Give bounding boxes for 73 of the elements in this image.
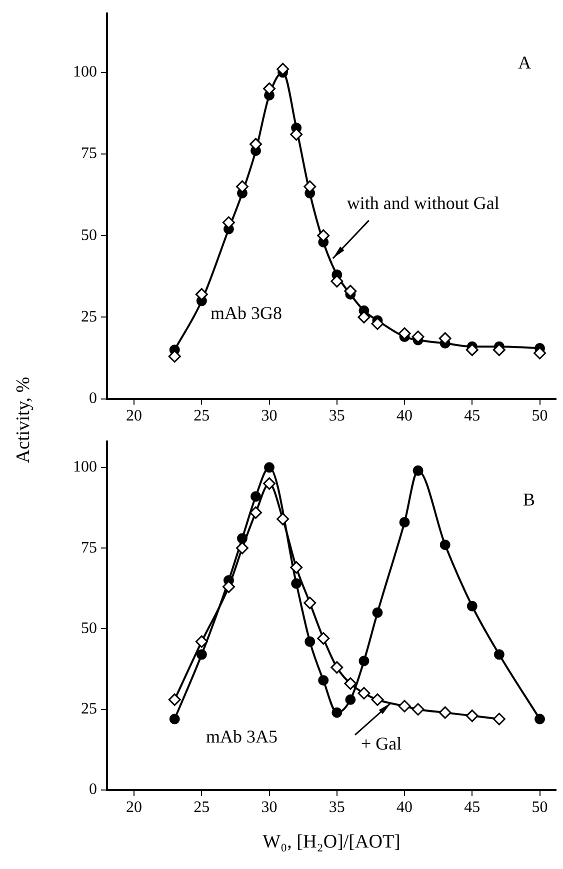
annotation: mAb 3G8 xyxy=(210,302,282,323)
x-tick-label: 25 xyxy=(194,798,210,816)
y-tick-label: 50 xyxy=(81,620,97,637)
point xyxy=(412,703,424,716)
x-tick-label: 45 xyxy=(464,408,480,425)
x-tick-label: 20 xyxy=(126,798,142,816)
y-tick-label: 25 xyxy=(81,700,97,718)
x-tick-label: 35 xyxy=(328,408,345,425)
point xyxy=(168,693,181,706)
x-tick-label: 25 xyxy=(194,408,210,425)
point xyxy=(330,661,344,674)
point xyxy=(236,180,248,193)
point xyxy=(276,62,290,76)
y-axis-title: Activity, % xyxy=(13,376,35,464)
x-tick-label: 30 xyxy=(261,408,278,425)
annotation: A xyxy=(518,52,532,72)
x-tick-label: 50 xyxy=(532,408,548,425)
annotation: mAb 3A5 xyxy=(206,726,278,746)
x-tick-label: 50 xyxy=(532,798,548,816)
point xyxy=(276,512,290,526)
y-tick-label: 75 xyxy=(81,145,97,162)
x-tick-label: 45 xyxy=(464,798,480,816)
point xyxy=(494,649,504,660)
point xyxy=(290,561,303,574)
point xyxy=(304,180,316,193)
annotation: B xyxy=(523,490,536,510)
x-tick-label: 40 xyxy=(396,408,413,425)
point xyxy=(534,714,546,724)
point xyxy=(492,712,506,726)
point xyxy=(304,596,316,610)
x-tick-label: 35 xyxy=(328,798,345,816)
y-tick-label: 0 xyxy=(89,390,97,408)
point xyxy=(371,693,384,706)
point xyxy=(195,635,208,648)
annotation: with and without Gal xyxy=(346,193,500,214)
point xyxy=(412,465,424,476)
point xyxy=(344,677,357,690)
point xyxy=(466,710,478,722)
point xyxy=(372,607,383,618)
point xyxy=(263,82,276,95)
y-tick-label: 100 xyxy=(73,64,97,81)
y-tick-label: 100 xyxy=(73,458,97,476)
point xyxy=(332,707,342,718)
point xyxy=(264,462,275,473)
x-tick-label: 40 xyxy=(396,798,413,816)
point xyxy=(196,649,207,660)
point xyxy=(250,138,262,150)
x-tick-label: 30 xyxy=(261,798,278,816)
point xyxy=(263,477,276,490)
point xyxy=(317,632,330,645)
point xyxy=(358,686,370,700)
point xyxy=(399,517,410,528)
point xyxy=(358,656,370,666)
y-tick-label: 25 xyxy=(81,308,97,326)
point xyxy=(222,580,235,594)
x-tick-label: 20 xyxy=(126,408,142,425)
point xyxy=(438,706,452,719)
y-tick-label: 50 xyxy=(81,226,97,244)
point xyxy=(291,578,302,589)
point xyxy=(250,506,262,519)
y-tick-label: 75 xyxy=(81,539,97,556)
point xyxy=(466,600,478,612)
point xyxy=(304,636,316,647)
point xyxy=(330,275,344,288)
annotation: + Gal xyxy=(361,734,402,754)
point xyxy=(318,675,329,686)
point xyxy=(440,540,450,550)
point xyxy=(169,714,180,724)
point xyxy=(250,491,262,502)
point xyxy=(398,700,411,712)
point xyxy=(345,694,356,705)
y-tick-label: 0 xyxy=(89,781,97,798)
x-axis-title: W₀, [H₂O]/[AOT] xyxy=(262,832,400,853)
